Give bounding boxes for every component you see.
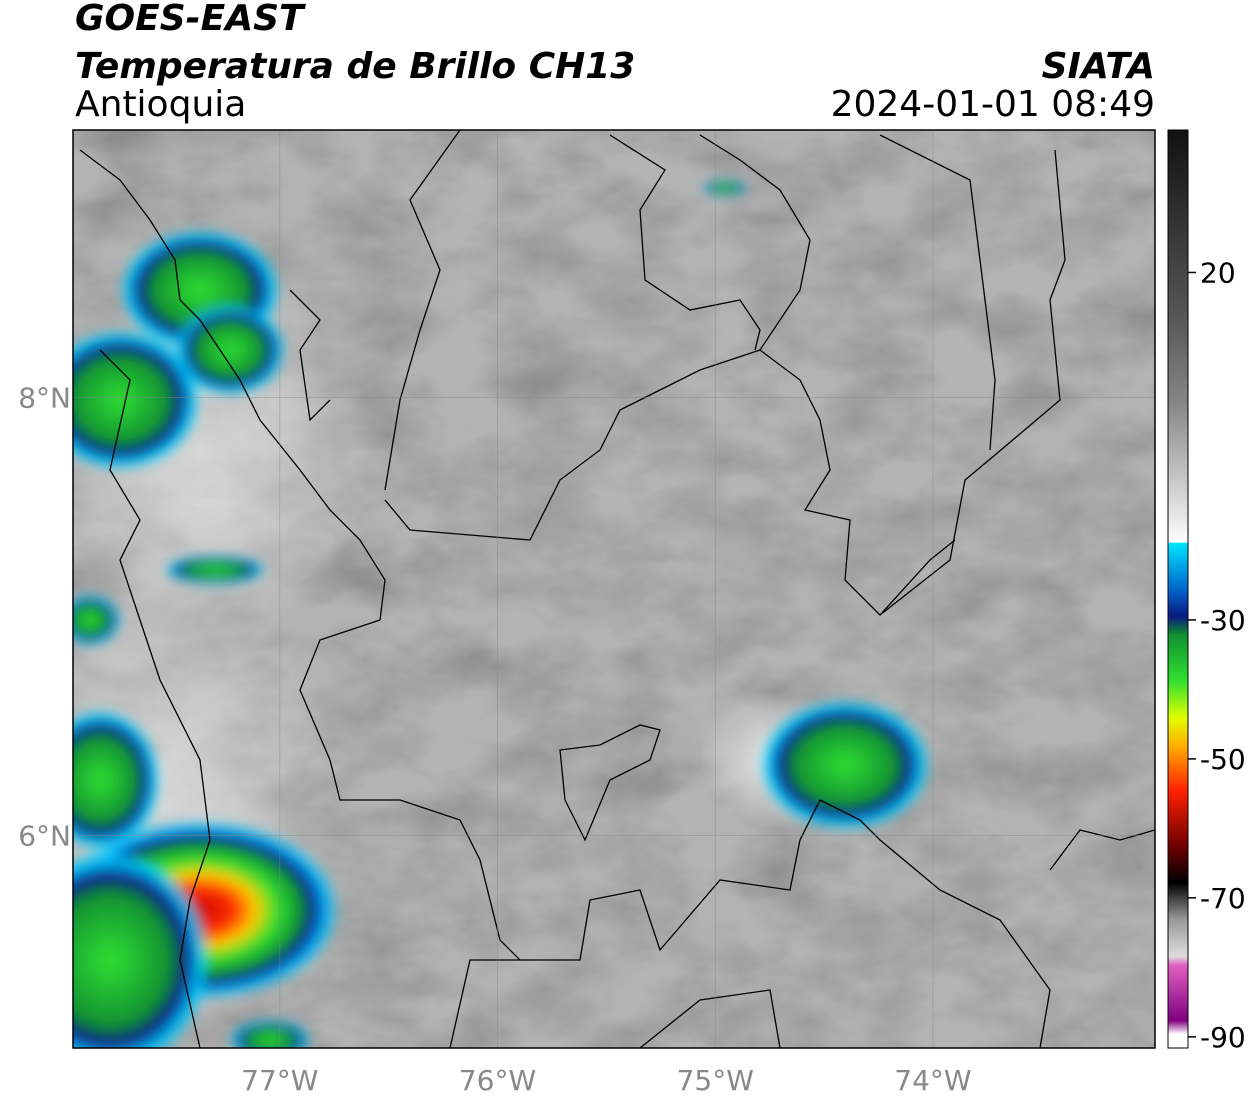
- colorbar-tick-label: -50: [1200, 743, 1246, 776]
- y-tick-label: 8°N: [18, 381, 71, 414]
- map-image: [73, 130, 1155, 1048]
- colorbar-tick-label: -30: [1200, 604, 1246, 637]
- y-tick-label: 6°N: [18, 819, 71, 852]
- grid: [73, 130, 1155, 1048]
- title-line1: GOES-EAST: [75, 0, 306, 39]
- x-tick-label: 75°W: [677, 1064, 754, 1097]
- x-tick-label: 74°W: [894, 1064, 971, 1097]
- boundaries: [79, 130, 1155, 1048]
- axes: 77°W 76°W 75°W 74°W 6°N 8°N 20 -30 -50 -70 -90: [18, 256, 1246, 1097]
- x-tick-label: 77°W: [241, 1064, 318, 1097]
- colorbar-tick-label: 20: [1200, 256, 1236, 289]
- map-frame: [72, 129, 1156, 1049]
- source: SIATA: [1042, 46, 1155, 87]
- colorbar: [1167, 129, 1189, 1049]
- colorbar-tick-label: -90: [1200, 1021, 1246, 1054]
- x-tick-label: 76°W: [459, 1064, 536, 1097]
- datetime: 2024-01-01 08:49: [831, 84, 1155, 125]
- title-line2: Temperatura de Brillo CH13: [75, 46, 635, 87]
- region: Antioquia: [75, 84, 246, 125]
- colorbar-tick-label: -70: [1200, 882, 1246, 915]
